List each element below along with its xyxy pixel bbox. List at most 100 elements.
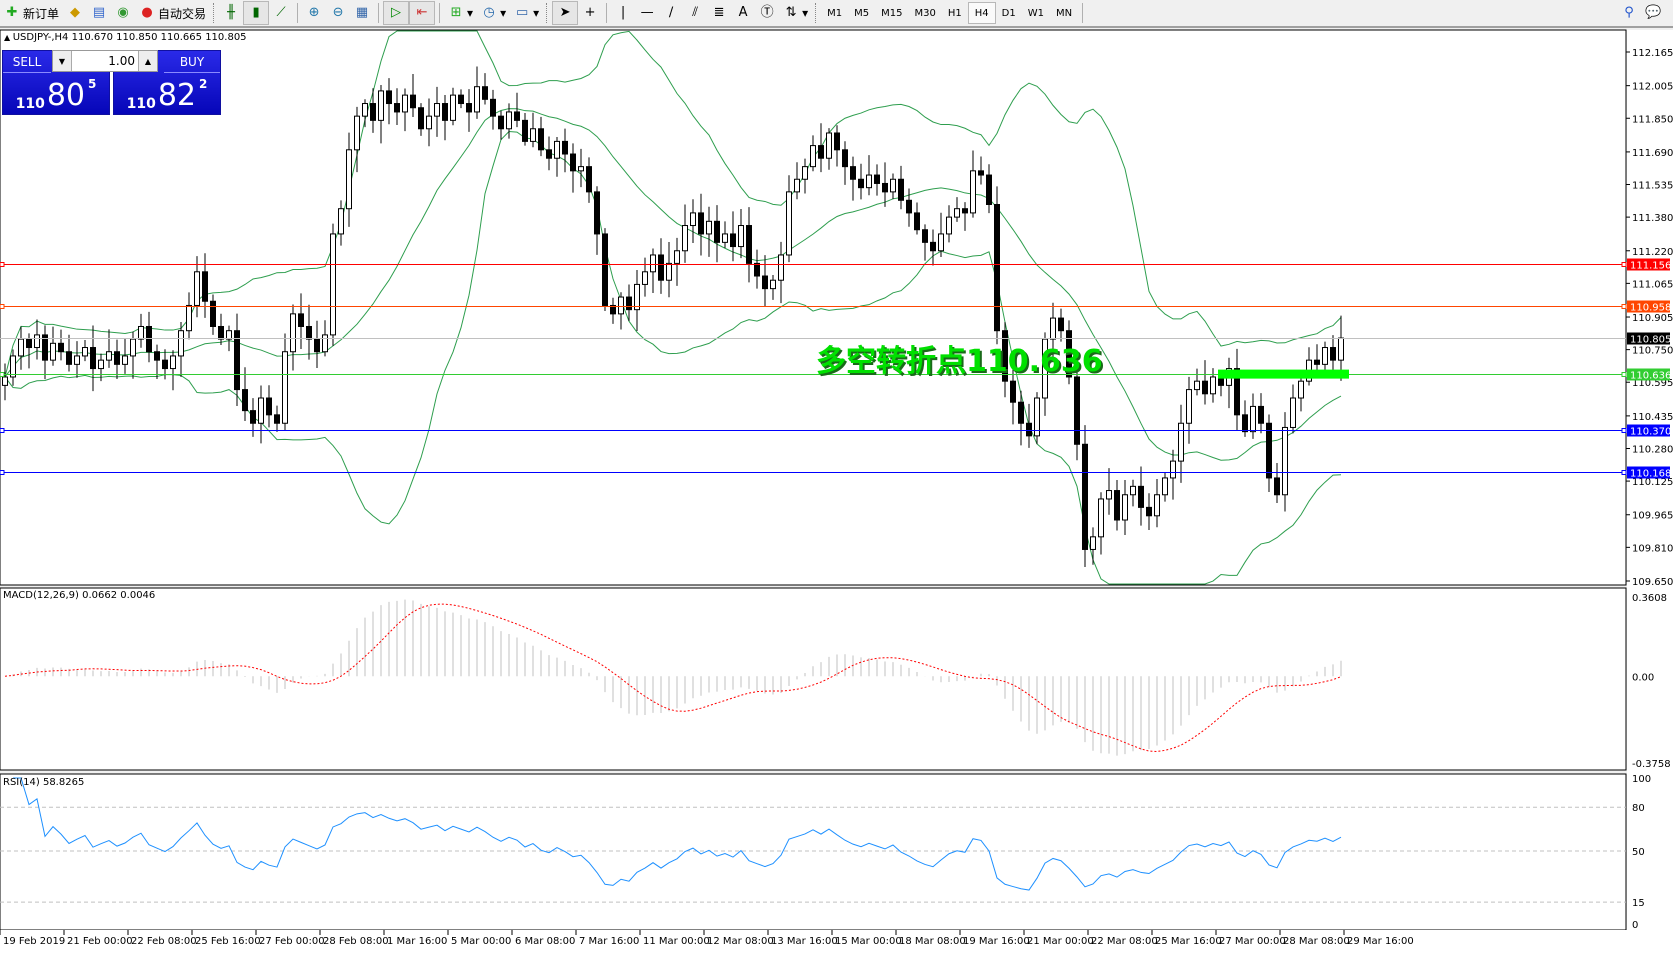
- chat-button[interactable]: 💬: [1641, 1, 1665, 25]
- chart-shift-button[interactable]: ⇤: [409, 1, 436, 25]
- candle-bear: [962, 208, 968, 214]
- candle-bull: [34, 334, 40, 349]
- lot-decrease-icon[interactable]: ▼: [53, 51, 72, 71]
- zoom-out-button[interactable]: ⊖: [326, 1, 350, 25]
- timeframe-h1[interactable]: H1: [947, 7, 962, 19]
- candle-bull: [578, 166, 584, 172]
- candle-bull: [866, 174, 872, 189]
- candle-bear: [594, 191, 600, 235]
- sell-price[interactable]: 110 80 5: [3, 75, 109, 115]
- toolbar: ✚ 新订单 ◆ ▤ ◉ ● 自动交易 ╫ ▮ ⟋ ⊕ ⊖ ▦ ▷ ⇤ ⊞ ▾ ◷ ▾ ▭…: [0, 0, 1673, 28]
- candle-bear: [314, 338, 320, 353]
- line-handle: [0, 428, 5, 433]
- line-chart-button[interactable]: ⟋: [269, 1, 293, 25]
- templates-button[interactable]: ▭ ▾: [515, 5, 540, 20]
- candle-bear: [58, 342, 64, 353]
- line-handle: [1621, 428, 1627, 433]
- candle-bull: [1154, 494, 1160, 517]
- arrows-button[interactable]: ⇅ ▾: [779, 1, 812, 25]
- candle-bear: [698, 212, 704, 235]
- signals-button[interactable]: ◉: [111, 1, 135, 25]
- timeframe-mn[interactable]: MN: [1055, 7, 1073, 19]
- candle-bull: [794, 178, 800, 193]
- candle-bull: [170, 355, 176, 370]
- new-order-button[interactable]: ✚ 新订单: [0, 1, 63, 25]
- candle-bear: [570, 153, 576, 172]
- candle-bear: [818, 145, 824, 159]
- symbol-info: ▲ USDJPY-,H4 110.670 110.850 110.665 110…: [4, 32, 247, 43]
- market-watch-button[interactable]: ◆: [63, 1, 87, 25]
- timeframe-d1[interactable]: D1: [1001, 7, 1016, 19]
- search-button[interactable]: ⚲: [1617, 1, 1641, 25]
- rsi-label: RSI(14) 58.8265: [3, 777, 85, 788]
- lot-size-input[interactable]: [72, 51, 138, 71]
- rsi-tick-label: 15: [1632, 898, 1645, 909]
- periods-icon: ◷: [483, 5, 495, 20]
- auto-trading-button[interactable]: ● 自动交易: [135, 1, 210, 25]
- horizontal-line-button[interactable]: —: [635, 1, 659, 25]
- candle-bear: [978, 170, 984, 176]
- timeframe-m1[interactable]: M1: [827, 7, 843, 19]
- candle-bear: [746, 225, 752, 264]
- autoscroll-button[interactable]: ▷: [383, 1, 410, 25]
- timeframe-m5[interactable]: M5: [854, 7, 870, 19]
- text-label-button[interactable]: Ⓣ: [755, 1, 779, 25]
- navigator-button[interactable]: ▤: [87, 1, 111, 25]
- time-tick-label: 15 Mar 00:00: [835, 936, 902, 947]
- timeframe-h4[interactable]: H4: [967, 2, 996, 24]
- candle-bear: [242, 389, 248, 412]
- lot-increase-icon[interactable]: ▲: [138, 51, 157, 71]
- candle-bear: [466, 103, 472, 113]
- price-tick-label: 110.595: [1632, 378, 1673, 389]
- line-handle: [1621, 304, 1627, 309]
- candle-bull: [826, 132, 832, 159]
- trendline-button[interactable]: ∕: [659, 1, 683, 25]
- rsi-tick-label: 0: [1632, 920, 1638, 931]
- candle-bear: [514, 111, 520, 121]
- candle-bear: [898, 178, 904, 201]
- candle-bull: [938, 233, 944, 252]
- cursor-button[interactable]: ➤: [552, 1, 579, 25]
- price-tick-label: 109.810: [1632, 543, 1673, 554]
- lot-size-stepper[interactable]: ▼ ▲: [52, 50, 158, 72]
- candle-bull: [1050, 317, 1056, 340]
- timeframe-m15[interactable]: M15: [881, 7, 903, 19]
- crosshair-button[interactable]: +: [578, 1, 602, 25]
- candle-bear: [90, 347, 96, 370]
- text-button[interactable]: A: [731, 1, 755, 25]
- price-tick-label: 111.690: [1632, 148, 1673, 159]
- timeframe-m30[interactable]: M30: [914, 7, 936, 19]
- sell-button[interactable]: SELL: [3, 51, 51, 73]
- vertical-line-button[interactable]: |: [611, 1, 635, 25]
- timeframe-w1[interactable]: W1: [1027, 7, 1044, 19]
- pivot-annotation[interactable]: 多空转折点110.636: [816, 344, 1103, 379]
- buy-price[interactable]: 110 82 2: [114, 75, 220, 115]
- collapse-arrow-icon[interactable]: ▲: [4, 33, 13, 42]
- periods-button[interactable]: ◷ ▾: [477, 1, 510, 25]
- line-handle: [1621, 262, 1627, 267]
- bar-chart-button[interactable]: ╫: [219, 1, 243, 25]
- candle-bear: [66, 351, 72, 365]
- candlestick-button[interactable]: ▮: [243, 1, 270, 25]
- fibonacci-button[interactable]: ≣: [707, 1, 731, 25]
- buy-button[interactable]: BUY: [164, 51, 220, 73]
- candle-bull: [18, 338, 24, 357]
- rsi-line: [13, 777, 1342, 891]
- equidistant-channel-button[interactable]: ⫽: [683, 1, 707, 25]
- candle-bull: [322, 334, 328, 353]
- tile-windows-button[interactable]: ▦: [350, 1, 374, 25]
- rsi-tick-label: 50: [1632, 847, 1645, 858]
- indicators-button[interactable]: ⊞ ▾: [444, 1, 477, 25]
- buy-price-big: 110: [126, 96, 156, 112]
- candle-bear: [490, 98, 496, 117]
- candle-bear: [1274, 477, 1280, 496]
- candle-bull: [506, 111, 512, 130]
- price-label-bg: [1627, 424, 1670, 437]
- candle-bull: [1178, 422, 1184, 462]
- arrows-icon: ⇅: [785, 5, 797, 20]
- buy-price-pip: 2: [199, 77, 208, 91]
- zoom-in-button[interactable]: ⊕: [302, 1, 326, 25]
- candle-bear: [210, 300, 216, 327]
